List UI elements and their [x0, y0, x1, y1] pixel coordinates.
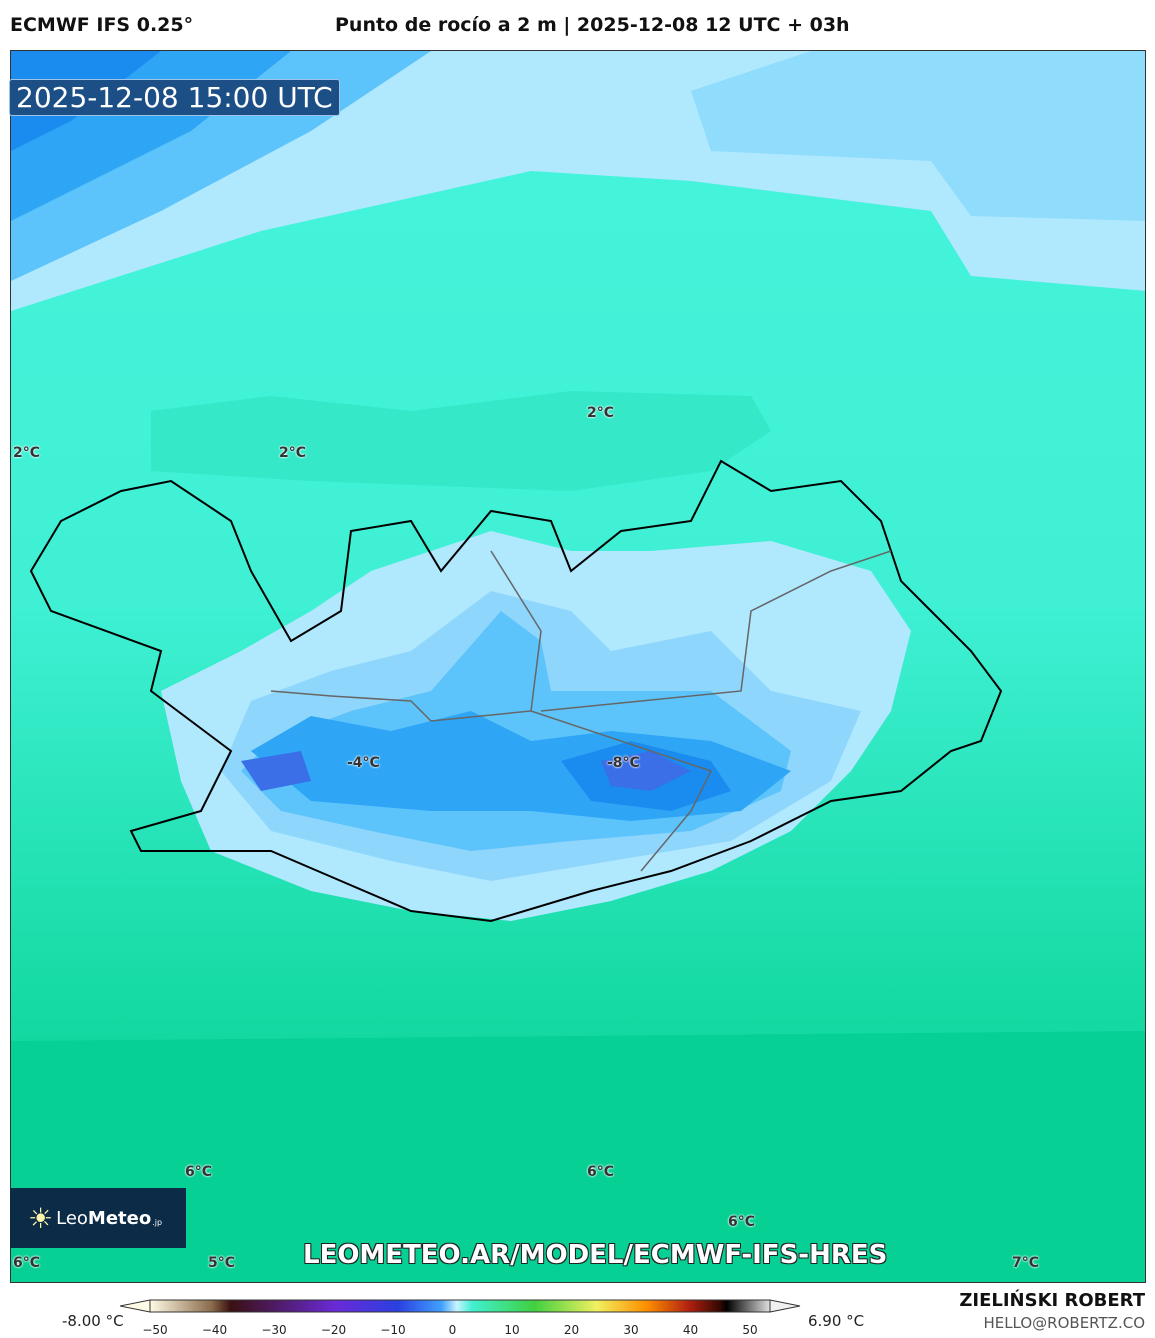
contour-label: 5°C [208, 1255, 236, 1271]
contour-label: 2°C [279, 445, 307, 461]
map-panel [10, 50, 1146, 1283]
contour-label: -4°C [347, 755, 380, 771]
colorbar-tick: 30 [623, 1323, 639, 1337]
colorbar-tick: −40 [201, 1323, 228, 1337]
colorbar [120, 1299, 801, 1313]
contour-label: 6°C [185, 1164, 213, 1180]
region-borders [270, 550, 892, 872]
colorbar-tick: −10 [380, 1323, 406, 1337]
contour-6c [11, 1031, 1145, 1282]
dewpoint-field [11, 51, 1145, 1282]
colorbar-tick: 0 [448, 1323, 457, 1337]
contour-label: 6°C [587, 1164, 615, 1180]
colorbar-tick: −20 [320, 1323, 347, 1337]
colorbar-tick: −50 [142, 1323, 168, 1337]
colorbar-tick: 50 [742, 1323, 758, 1337]
contour-label: 2°C [587, 405, 615, 421]
leometeo-logo[interactable]: ☀ Leo Meteo .jp [10, 1188, 186, 1248]
watermark-url: LEOMETEO.AR/MODEL/ECMWF-IFS-HRES [303, 1240, 888, 1270]
contour-label: 7°C [1012, 1255, 1040, 1271]
contour-label: -8°C [607, 755, 640, 771]
min-value: -8.00 °C [62, 1312, 124, 1330]
colorbar-tick: 10 [504, 1323, 520, 1337]
colorbar-gradient [149, 1299, 771, 1313]
iceland-coastline [29, 459, 1003, 923]
colorbar-tick: −30 [261, 1323, 287, 1337]
contour-pale-blue [691, 51, 1145, 221]
valid-time-badge: 2025-12-08 15:00 UTC [9, 79, 340, 116]
sun-icon: ☀ [28, 1201, 54, 1235]
logo-text-bold: Meteo [87, 1207, 152, 1229]
contour-label: 6°C [13, 1255, 41, 1271]
contour-iceland-min-east [601, 751, 691, 791]
author-email[interactable]: HELLO@ROBERTZ.CO [983, 1314, 1145, 1332]
logo-suffix: .jp [152, 1217, 163, 1227]
model-name: ECMWF IFS 0.25° [10, 14, 194, 36]
colorbar-tick: 40 [682, 1323, 699, 1337]
logo-text-light: Leo [56, 1207, 88, 1229]
author-name: ZIELIŃSKI ROBERT [959, 1290, 1145, 1311]
contour-label: 2°C [13, 445, 41, 461]
map-title: Punto de rocío a 2 m | 2025-12-08 12 UTC… [335, 14, 850, 36]
colorbar-tick: 20 [563, 1323, 580, 1337]
contour-label: 6°C [728, 1214, 756, 1230]
max-value: 6.90 °C [808, 1312, 865, 1330]
contour-2c [151, 391, 771, 491]
contour-iceland-min-west [241, 751, 311, 791]
